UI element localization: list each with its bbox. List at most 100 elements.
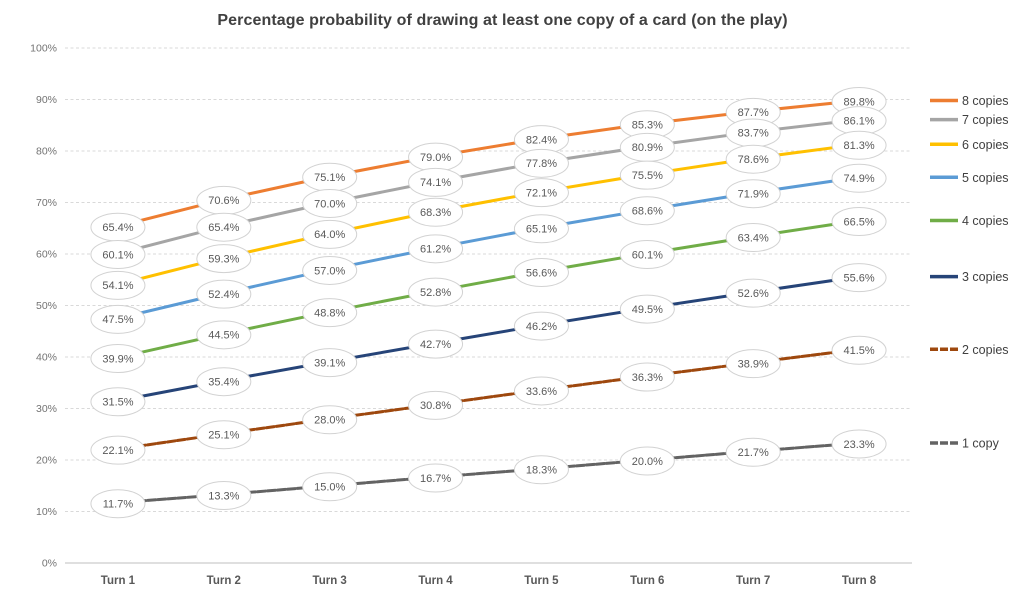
data-label-oval [408,390,464,420]
data-label: 23.3% [843,439,874,451]
data-label: 33.6% [526,386,557,398]
data-label: 71.9% [738,189,769,201]
legend-label-8-copies: 8 copies [962,94,1009,108]
chart-title: Percentage probability of drawing at lea… [217,12,788,29]
data-label-oval [513,311,569,341]
data-label-oval [513,455,569,485]
data-label: 70.6% [208,195,239,207]
data-label-oval [302,472,358,502]
data-label: 70.0% [314,198,345,210]
data-label: 11.7% [103,499,134,511]
data-label: 18.3% [526,465,557,477]
data-label-oval [196,244,252,274]
x-tick-label: Turn 3 [313,575,347,587]
data-label: 49.5% [632,304,663,316]
data-label: 54.1% [102,280,133,292]
data-label: 77.8% [526,158,557,170]
y-tick-label: 90% [36,94,57,106]
data-label-oval [90,270,146,300]
data-label: 74.1% [420,177,451,189]
data-label-oval [196,279,252,309]
data-label-oval [513,178,569,208]
data-label-oval [196,367,252,397]
data-label-oval [196,212,252,242]
data-label-oval [90,435,146,465]
legend-label-4-copies: 4 copies [962,214,1009,228]
data-label-oval [513,148,569,178]
y-tick-label: 70% [36,197,57,209]
data-label: 38.9% [738,358,769,370]
data-label: 83.7% [738,128,769,140]
data-label: 65.4% [208,222,239,234]
data-label-oval [90,344,146,374]
data-label: 22.1% [102,445,133,457]
data-label: 65.4% [102,222,133,234]
data-label: 36.3% [632,372,663,384]
data-label-oval [513,376,569,406]
data-label-oval [831,130,887,160]
x-tick-label: Turn 2 [207,575,241,587]
data-label: 66.5% [843,216,874,228]
data-label-oval [302,255,358,285]
y-tick-label: 60% [36,249,57,261]
data-label-oval [831,335,887,365]
data-label: 87.7% [738,107,769,119]
data-label-oval [302,219,358,249]
legend-label-5-copies: 5 copies [962,171,1009,185]
data-label: 39.9% [102,353,133,365]
x-tick-label: Turn 1 [101,575,136,587]
data-label-oval [408,234,464,264]
x-tick-label: Turn 6 [630,575,664,587]
data-label: 63.4% [738,232,769,244]
data-label-oval [408,167,464,197]
data-label-oval [619,446,675,476]
data-label: 68.3% [420,207,451,219]
data-label-oval [831,429,887,459]
data-label: 60.1% [632,249,663,261]
x-tick-label: Turn 7 [736,575,770,587]
legend-label-6-copies: 6 copies [962,138,1009,152]
y-tick-label: 30% [36,403,57,415]
data-label-oval [302,405,358,435]
data-label: 68.6% [632,206,663,218]
data-label: 85.3% [632,120,663,132]
data-label: 55.6% [843,272,874,284]
data-label: 79.0% [420,152,451,164]
data-label-oval [408,277,464,307]
data-label: 56.6% [526,267,557,279]
data-label-oval [513,214,569,244]
y-tick-label: 100% [30,43,57,55]
data-label-oval [831,207,887,237]
data-label: 47.5% [102,314,133,326]
data-label: 41.5% [843,345,874,357]
data-label-oval [725,144,781,174]
data-label: 42.7% [420,339,451,351]
data-label: 52.8% [420,287,451,299]
data-label: 46.2% [526,321,557,333]
data-label-oval [90,239,146,269]
x-tick-label: Turn 8 [842,575,877,587]
y-tick-label: 10% [36,506,57,518]
data-label: 57.0% [314,265,345,277]
data-label: 21.7% [738,447,769,459]
data-label: 61.2% [420,244,451,256]
data-label-oval [90,304,146,334]
y-tick-label: 0% [42,558,57,570]
data-label: 72.1% [526,187,557,199]
data-label: 64.0% [314,229,345,241]
data-label-oval [513,258,569,288]
data-label-oval [725,222,781,252]
data-label-oval [619,362,675,392]
data-label: 75.1% [314,172,345,184]
data-label: 44.5% [208,330,239,342]
data-label-oval [90,489,146,519]
data-label-oval [302,189,358,218]
data-label-oval [408,329,464,359]
data-label-oval [619,239,675,269]
legend-label-1-copy: 1 copy [962,437,1000,451]
data-label: 78.6% [738,154,769,166]
data-label: 28.0% [314,415,345,427]
data-label-oval [90,387,146,417]
data-label: 74.9% [843,173,874,185]
